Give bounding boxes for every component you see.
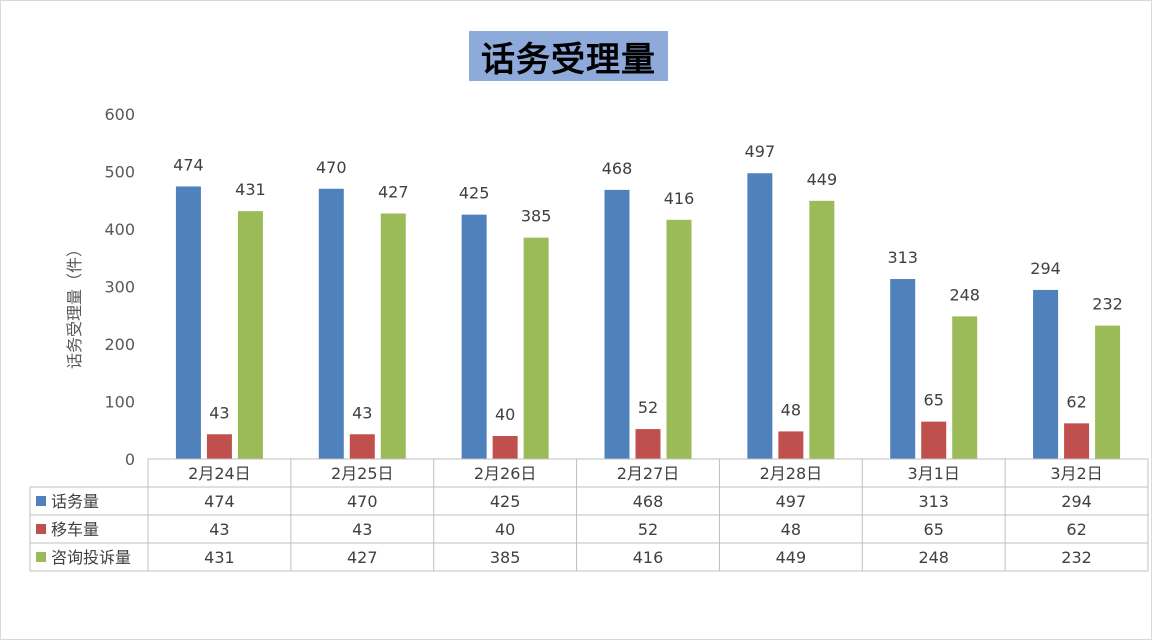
legend-swatch — [36, 552, 46, 562]
bar-0 — [890, 279, 916, 459]
bar-value-label: 294 — [1030, 259, 1061, 278]
x-tick-label: 2月28日 — [760, 464, 823, 483]
bar-2 — [666, 219, 692, 459]
bar-1 — [349, 434, 375, 459]
y-tick-label: 500 — [104, 163, 135, 182]
table-cell: 468 — [633, 492, 664, 511]
table-cell: 48 — [781, 520, 801, 539]
x-tick-label: 2月27日 — [617, 464, 680, 483]
bar-2 — [1095, 325, 1121, 459]
table-cell: 294 — [1061, 492, 1092, 511]
y-tick-label: 100 — [104, 393, 135, 412]
y-tick-label: 200 — [104, 335, 135, 354]
bar-0 — [604, 189, 630, 459]
x-tick-label: 2月26日 — [474, 464, 537, 483]
bar-value-label: 449 — [807, 170, 838, 189]
bar-value-label: 313 — [887, 248, 918, 267]
table-cell: 52 — [638, 520, 658, 539]
legend-swatch — [36, 496, 46, 506]
bar-0 — [461, 214, 487, 459]
table-cell: 449 — [776, 548, 807, 567]
x-tick-label: 3月1日 — [908, 464, 960, 483]
y-tick-label: 600 — [104, 105, 135, 124]
bar-1 — [492, 436, 518, 459]
table-cell: 385 — [490, 548, 521, 567]
bars: 474 43 431 470 43 427 425 40 385 468 52 416 497 48 449… — [173, 142, 1123, 459]
bar-0 — [1033, 289, 1059, 459]
y-axis: 0 100 200 300 400 500 600 — [104, 105, 135, 469]
table-cell: 416 — [633, 548, 664, 567]
legend-swatch — [36, 524, 46, 534]
table-cell: 474 — [204, 492, 235, 511]
table-cell: 425 — [490, 492, 521, 511]
bar-0 — [747, 173, 773, 459]
bar-value-label: 48 — [781, 400, 801, 419]
bar-0 — [318, 188, 344, 459]
bar-value-label: 425 — [459, 184, 490, 203]
bar-value-label: 62 — [1066, 392, 1086, 411]
bar-1 — [1064, 423, 1090, 459]
x-tick-label: 2月25日 — [331, 464, 394, 483]
bar-2 — [380, 213, 406, 459]
bar-value-label: 65 — [924, 391, 944, 410]
chart-title: 话务受理量 — [469, 31, 668, 81]
bar-value-label: 497 — [745, 142, 776, 161]
bar-value-label: 248 — [949, 285, 980, 304]
bar-0 — [175, 186, 201, 459]
bar-2 — [237, 211, 263, 459]
y-tick-label: 400 — [104, 220, 135, 239]
x-tick-label: 3月2日 — [1050, 464, 1102, 483]
table-cell: 470 — [347, 492, 378, 511]
bar-1 — [206, 434, 232, 459]
bar-value-label: 474 — [173, 155, 204, 174]
bar-value-label: 470 — [316, 158, 347, 177]
x-tick-label: 2月24日 — [188, 464, 251, 483]
bar-2 — [809, 200, 835, 459]
legend-label: 话务量 — [51, 492, 99, 511]
y-tick-label: 300 — [104, 278, 135, 297]
table-cell: 497 — [776, 492, 807, 511]
table-cell: 248 — [918, 548, 949, 567]
bar-1 — [921, 421, 947, 459]
bar-value-label: 52 — [638, 398, 658, 417]
legend-label: 移车量 — [51, 520, 99, 539]
bar-2 — [952, 316, 978, 459]
table-cell: 431 — [204, 548, 235, 567]
bar-value-label: 385 — [521, 207, 552, 226]
bar-value-label: 43 — [209, 403, 229, 422]
bar-1 — [635, 429, 661, 459]
legend-label: 咨询投诉量 — [51, 548, 131, 567]
table-cell: 62 — [1066, 520, 1086, 539]
bar-value-label: 468 — [602, 159, 633, 178]
bar-2 — [523, 237, 549, 459]
table-cell: 313 — [918, 492, 949, 511]
table-cell: 232 — [1061, 548, 1092, 567]
table-cell: 65 — [924, 520, 944, 539]
bar-value-label: 40 — [495, 405, 515, 424]
bar-value-label: 43 — [352, 403, 372, 422]
table-cell: 427 — [347, 548, 378, 567]
bar-value-label: 427 — [378, 182, 409, 201]
table-cell: 40 — [495, 520, 515, 539]
y-tick-label: 0 — [125, 450, 135, 469]
y-axis-label: 话务受理量（件） — [65, 241, 84, 369]
bar-1 — [778, 431, 804, 459]
table-cell: 43 — [209, 520, 229, 539]
bar-value-label: 232 — [1092, 295, 1123, 314]
table-cell: 43 — [352, 520, 372, 539]
bar-value-label: 431 — [235, 180, 266, 199]
bar-value-label: 416 — [664, 189, 695, 208]
